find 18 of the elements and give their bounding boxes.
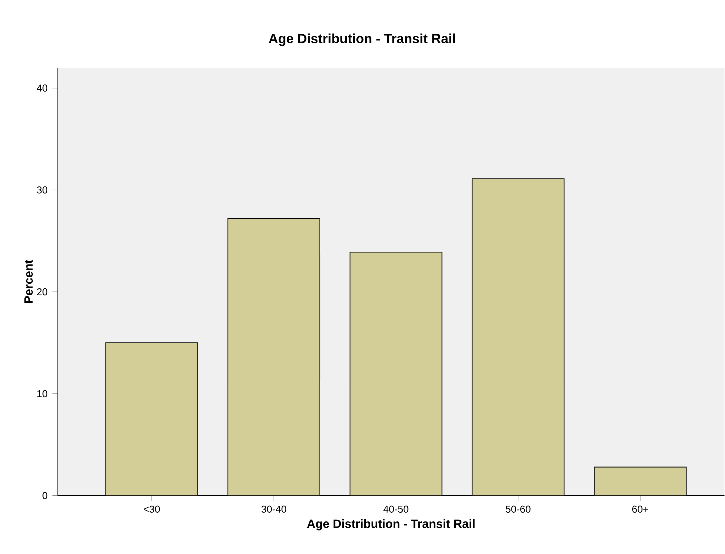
x-tick-label: 30-40 bbox=[262, 506, 287, 514]
bar bbox=[350, 252, 443, 496]
y-tick-label: 30 bbox=[37, 186, 48, 194]
bar bbox=[106, 342, 198, 496]
x-tick-label: 60+ bbox=[632, 506, 648, 514]
bar bbox=[594, 466, 687, 496]
x-tick-label: 50-60 bbox=[506, 506, 531, 514]
y-tick-label: 20 bbox=[37, 288, 48, 296]
bar bbox=[472, 178, 565, 496]
y-tick-label: 10 bbox=[38, 390, 48, 398]
x-tick-label: <30 bbox=[144, 506, 160, 514]
x-tick-label: 40-50 bbox=[384, 506, 409, 514]
bar bbox=[228, 218, 321, 496]
y-tick-label: 40 bbox=[37, 84, 48, 92]
x-axis-title: Age Distribution - Transit Rail bbox=[307, 520, 475, 531]
y-axis-title: Percent bbox=[24, 260, 34, 304]
y-tick-label: 0 bbox=[42, 492, 48, 500]
chart-title: Age Distribution - Transit Rail bbox=[269, 34, 456, 46]
